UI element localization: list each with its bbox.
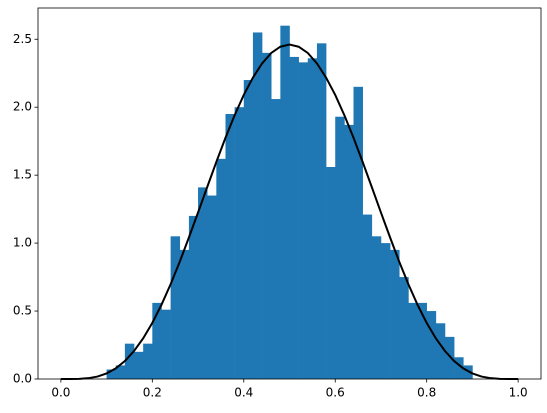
bar: [435, 323, 446, 379]
bar: [262, 52, 272, 379]
bar: [380, 243, 391, 379]
bar: [134, 351, 144, 379]
bar: [152, 302, 162, 379]
bar: [225, 114, 235, 379]
y-tick-label: 1.0: [13, 236, 32, 250]
y-tick-label: 2.5: [13, 32, 32, 46]
density-curve: [60, 43, 519, 380]
x-tick-label: 1.0: [509, 386, 528, 400]
bar: [335, 116, 345, 379]
bar: [188, 215, 199, 379]
bar: [371, 236, 382, 379]
bar: [417, 302, 427, 379]
bar: [353, 86, 363, 380]
y-tick-label: 0.0: [13, 372, 32, 386]
bar: [161, 309, 171, 379]
bar: [271, 99, 281, 380]
bar: [252, 32, 263, 379]
bar: [280, 25, 290, 380]
bar: [234, 107, 245, 379]
y-tick-label: 1.5: [13, 168, 32, 182]
bar: [216, 158, 226, 379]
x-tick-label: 0.6: [326, 386, 345, 400]
bar: [408, 302, 418, 379]
bar: [289, 56, 299, 380]
bar: [454, 357, 464, 379]
bar: [444, 336, 455, 379]
bar: [307, 58, 318, 380]
bar: [326, 167, 336, 379]
bar: [390, 249, 400, 379]
x-tick-label: 0.0: [51, 386, 70, 400]
x-tick-label: 0.8: [417, 386, 436, 400]
axes-frame: [37, 7, 542, 380]
bar: [298, 62, 309, 379]
bar: [243, 80, 254, 380]
bar: [463, 365, 473, 379]
bar: [344, 124, 354, 379]
x-tick-label: 0.4: [234, 386, 253, 400]
bar: [143, 343, 153, 379]
bar: [362, 214, 373, 379]
bar: [399, 277, 409, 379]
x-tick-label: 0.2: [143, 386, 162, 400]
y-tick-label: 0.5: [13, 304, 32, 318]
bar: [170, 236, 181, 379]
bar: [207, 195, 217, 379]
bar: [198, 187, 208, 379]
bar: [124, 343, 135, 379]
bar: [316, 43, 327, 379]
bar: [426, 311, 437, 379]
bar: [115, 365, 126, 379]
y-tick-label: 2.0: [13, 100, 32, 114]
bar: [179, 249, 190, 379]
bar: [106, 369, 117, 379]
